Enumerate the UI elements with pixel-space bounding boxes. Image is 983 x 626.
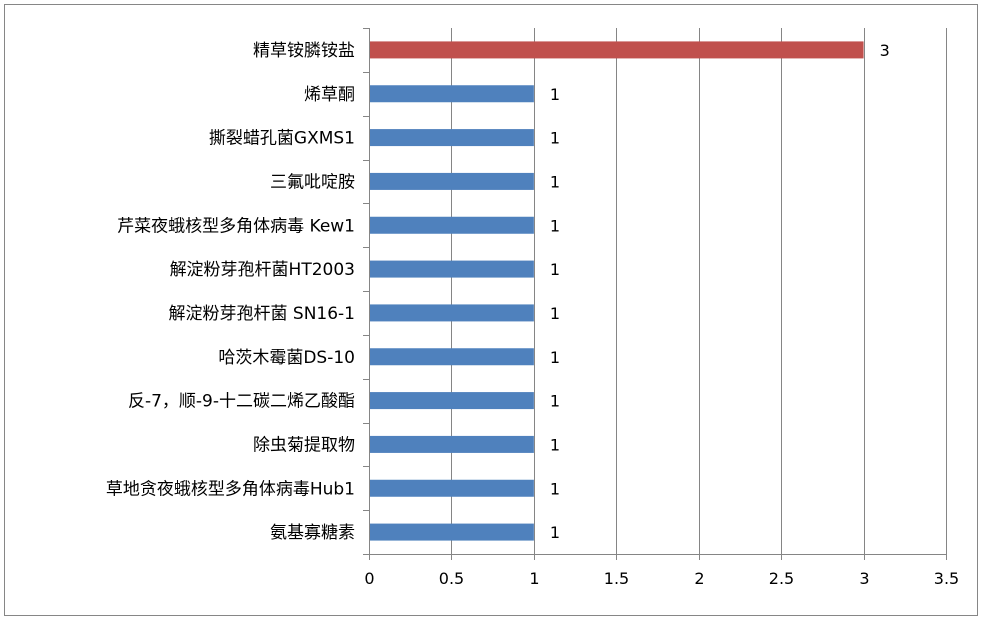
- x-tick-label-2: 1: [529, 569, 539, 588]
- data-label-4: 1: [550, 216, 560, 235]
- category-label-2: 撕裂蜡孔菌GXMS1: [209, 129, 355, 149]
- x-tick-label-7: 3.5: [934, 569, 959, 588]
- data-label-10: 1: [550, 479, 560, 498]
- x-tick-label-3: 1.5: [604, 569, 629, 588]
- category-label-10: 草地贪夜蛾核型多角体病毒Hub1: [106, 479, 355, 499]
- data-label-11: 1: [550, 523, 560, 542]
- bar-9: [370, 435, 534, 453]
- data-label-0: 3: [880, 41, 890, 60]
- bar-7: [370, 348, 534, 366]
- category-label-11: 氨基寡糖素: [270, 523, 355, 543]
- data-label-2: 1: [550, 129, 560, 148]
- category-label-0: 精草铵膦铵盐: [253, 41, 355, 61]
- data-label-8: 1: [550, 392, 560, 411]
- labels: 0 0.5 1 1.5 2 2.5 3 3.5 精草铵膦铵盐 3 烯草酮 1 撕裂蜡孔菌GXMS1 1 三氟…: [106, 41, 959, 588]
- category-label-3: 三氟吡啶胺: [270, 172, 355, 192]
- data-label-9: 1: [550, 435, 560, 454]
- gridlines: [451, 28, 947, 554]
- category-label-8: 反-7，顺-9-十二碳二烯乙酸酯: [128, 392, 355, 412]
- axes: [363, 28, 947, 560]
- data-label-1: 1: [550, 85, 560, 104]
- category-label-5: 解淀粉芽孢杆菌HT2003: [170, 260, 355, 280]
- bar-4: [370, 216, 534, 234]
- bar-3: [370, 172, 534, 190]
- x-tick-label-1: 0.5: [439, 569, 464, 588]
- data-label-3: 1: [550, 172, 560, 191]
- x-tick-label-6: 3: [859, 569, 869, 588]
- bar-1: [370, 85, 534, 103]
- category-label-7: 哈茨木霉菌DS-10: [218, 348, 355, 368]
- category-label-9: 除虫菊提取物: [253, 435, 355, 455]
- bar-5: [370, 260, 534, 278]
- category-label-1: 烯草酮: [304, 85, 355, 105]
- bar-2: [370, 129, 534, 147]
- data-label-6: 1: [550, 304, 560, 323]
- bar-6: [370, 304, 534, 322]
- data-label-5: 1: [550, 260, 560, 279]
- category-label-6: 解淀粉芽孢杆菌 SN16-1: [169, 304, 356, 324]
- bar-8: [370, 392, 534, 410]
- x-tick-label-5: 2.5: [769, 569, 794, 588]
- x-tick-label-0: 0: [364, 569, 374, 588]
- x-tick-label-4: 2: [694, 569, 704, 588]
- bar-0: [370, 41, 864, 59]
- bars: [370, 41, 864, 541]
- category-label-4: 芹菜夜蛾核型多角体病毒 Kew1: [117, 216, 355, 236]
- bar-11: [370, 523, 534, 541]
- bar-10: [370, 479, 534, 497]
- data-label-7: 1: [550, 348, 560, 367]
